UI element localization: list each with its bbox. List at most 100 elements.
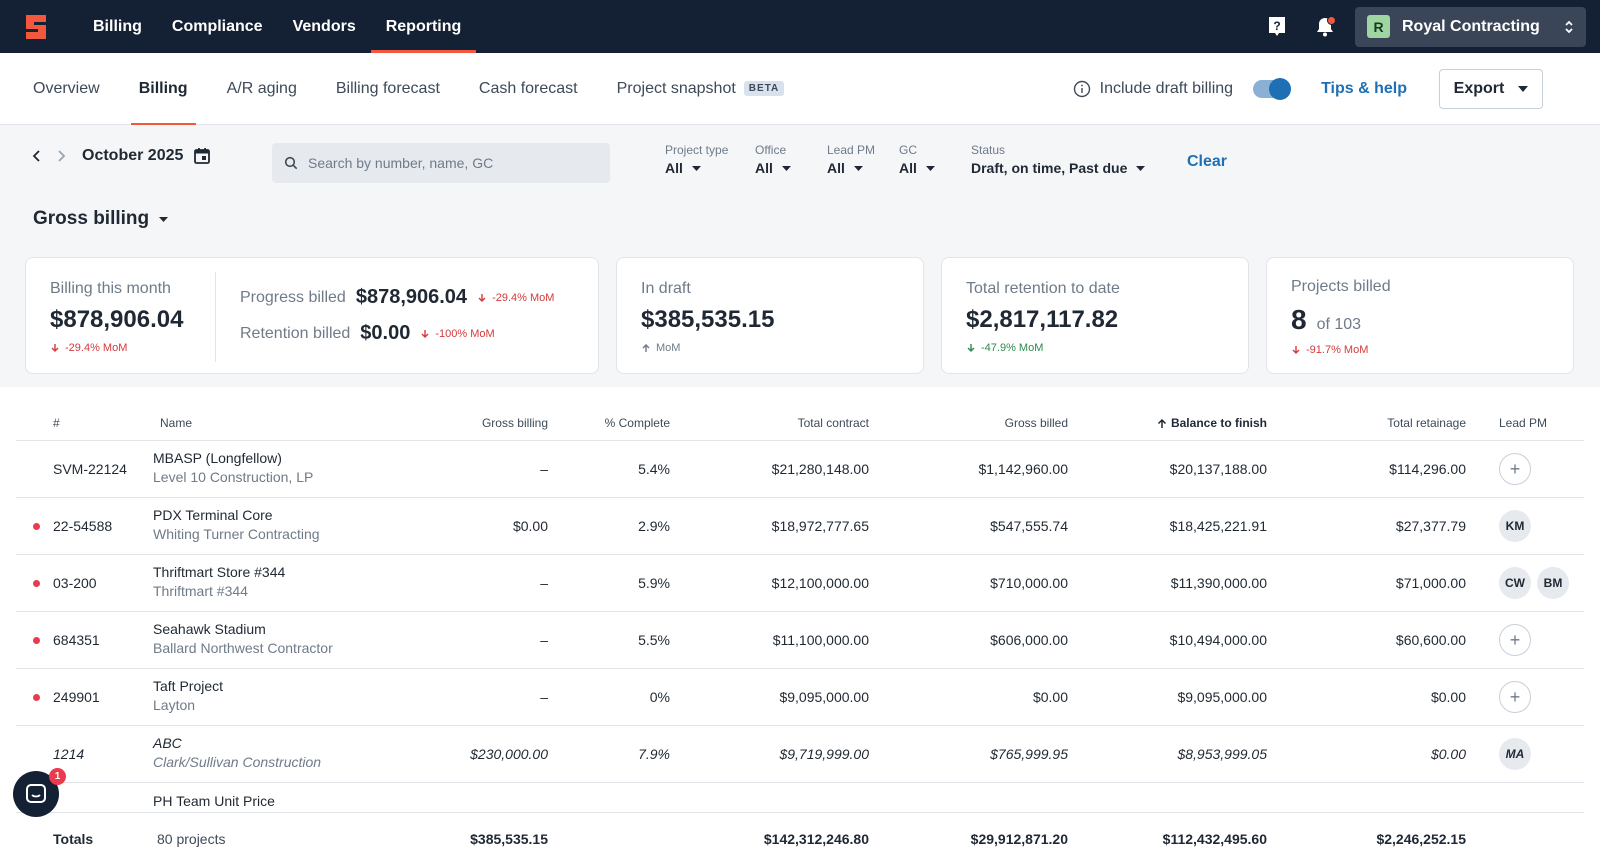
filter-lead-pm[interactable]: Lead PM All xyxy=(827,143,875,176)
totals-retainage: $2,246,252.15 xyxy=(1376,831,1466,847)
card-mom: -29.4% MoM xyxy=(65,342,128,354)
include-draft-toggle[interactable] xyxy=(1253,78,1292,100)
svg-text:?: ? xyxy=(1273,19,1280,33)
totals-total-contract: $142,312,246.80 xyxy=(763,831,869,847)
progress-billed-value: $878,906.04 xyxy=(355,286,468,308)
row-gross-billing: – xyxy=(540,632,548,648)
toggle-knob xyxy=(1269,78,1292,100)
lead-pm-avatar[interactable]: KM xyxy=(1499,510,1531,542)
month-label[interactable]: October 2025 xyxy=(82,147,184,164)
arrow-down-icon xyxy=(967,344,975,352)
report-tabs: Overview Billing A/R aging Billing forec… xyxy=(0,53,1600,126)
progress-billed-mom: -29.4% MoM xyxy=(492,291,555,304)
totals-gross-billed: $29,912,871.20 xyxy=(970,831,1068,847)
table-row[interactable]: 1214 ABC Clark/Sullivan Construction $230,0… xyxy=(16,726,1584,783)
row-pct-complete: 2.9% xyxy=(638,518,670,534)
col-lead-pm[interactable]: Lead PM xyxy=(1499,416,1548,430)
filter-status[interactable]: Status Draft, on time, Past due xyxy=(971,143,1146,176)
card-value: 8 xyxy=(1291,304,1307,335)
row-project-name[interactable]: PDX Terminal Core xyxy=(153,507,273,523)
filter-lead-pm-value: All xyxy=(827,160,845,176)
support-chat-button[interactable]: 1 xyxy=(13,768,66,817)
tab-ar-aging[interactable]: A/R aging xyxy=(226,79,297,97)
row-project-name[interactable]: Taft Project xyxy=(153,678,224,694)
row-total-contract: $18,972,777.65 xyxy=(771,518,869,534)
search-input[interactable]: Search by number, name, GC xyxy=(272,143,610,183)
caret-down-icon xyxy=(1136,165,1146,171)
card-total-retention: Total retention to date $2,817,117.82 -4… xyxy=(941,257,1249,374)
row-number: 249901 xyxy=(53,689,100,705)
col-gross-billing[interactable]: Gross billing xyxy=(481,416,548,430)
calendar-icon[interactable] xyxy=(193,147,211,165)
company-switcher[interactable]: R Royal Contracting xyxy=(1355,6,1586,47)
tab-project-snapshot[interactable]: Project snapshot BETA xyxy=(617,53,785,125)
col-total-contract[interactable]: Total contract xyxy=(797,416,869,430)
notifications-icon[interactable] xyxy=(1307,9,1343,45)
lead-pm-avatar[interactable]: CW xyxy=(1499,567,1531,599)
beta-badge: BETA xyxy=(743,81,785,96)
row-balance: $18,425,221.91 xyxy=(1169,518,1267,534)
row-total-contract: $9,719,999.00 xyxy=(779,746,869,762)
col-total-retainage[interactable]: Total retainage xyxy=(1387,416,1466,430)
chat-badge: 1 xyxy=(49,768,66,785)
nav-reporting[interactable]: Reporting xyxy=(370,0,477,53)
col-name[interactable]: Name xyxy=(160,416,193,430)
retention-billed-mom: -100% MoM xyxy=(435,327,495,340)
filter-project-type[interactable]: Project type All xyxy=(665,143,728,176)
row-gc-name: Thriftmart #344 xyxy=(153,583,248,599)
add-lead-pm-button[interactable]: + xyxy=(1499,624,1531,656)
row-gc-name: Level 10 Construction, LP xyxy=(153,469,314,485)
card-label: Projects billed xyxy=(1291,278,1391,295)
row-project-name[interactable]: MBASP (Longfellow) xyxy=(153,450,282,466)
filter-office[interactable]: Office All xyxy=(755,143,791,176)
metric-selector[interactable]: Gross billing xyxy=(33,208,169,230)
add-lead-pm-button[interactable]: + xyxy=(1499,453,1531,485)
add-lead-pm-button[interactable]: + xyxy=(1499,681,1531,713)
table-row[interactable]: 22-54588 PDX Terminal Core Whiting Turner … xyxy=(16,498,1584,555)
nav-compliance[interactable]: Compliance xyxy=(171,17,263,35)
row-balance: $11,390,000.00 xyxy=(1170,575,1267,591)
col-pct-complete[interactable]: % Complete xyxy=(604,416,670,430)
col-balance-to-finish[interactable]: Balance to finish xyxy=(1157,416,1267,430)
search-icon xyxy=(284,156,298,170)
table-row[interactable]: SVM-22124 MBASP (Longfellow) Level 10 Cons… xyxy=(16,441,1584,498)
row-balance: $10,494,000.00 xyxy=(1169,632,1267,648)
table-row[interactable]: 684351 Seahawk Stadium Ballard Northwest C… xyxy=(16,612,1584,669)
row-project-name[interactable]: Thriftmart Store #344 xyxy=(153,564,286,580)
past-due-dot xyxy=(33,579,40,587)
table-row[interactable]: 249901 Taft Project Layton – 0% $9,095,000.00… xyxy=(16,669,1584,726)
tab-cash-forecast[interactable]: Cash forecast xyxy=(478,79,578,97)
chevron-right-icon[interactable] xyxy=(56,149,66,163)
lead-pm-avatar[interactable]: MA xyxy=(1499,738,1531,770)
nav-billing[interactable]: Billing xyxy=(93,17,142,35)
export-button[interactable]: Export xyxy=(1439,69,1543,109)
tab-overview[interactable]: Overview xyxy=(33,79,100,97)
tab-billing[interactable]: Billing xyxy=(130,53,196,126)
help-icon[interactable]: ? xyxy=(1259,9,1295,45)
tab-billing-forecast[interactable]: Billing forecast xyxy=(335,79,440,97)
clear-filters-button[interactable]: Clear xyxy=(1187,153,1228,170)
table-row[interactable]: 03-200 Thriftmart Store #344 Thriftmart #3… xyxy=(16,555,1584,612)
row-project-name[interactable]: PH Team Unit Price xyxy=(153,793,275,809)
row-retainage: $60,600.00 xyxy=(1395,632,1466,648)
info-icon[interactable] xyxy=(1073,80,1091,98)
row-balance: $20,137,188.00 xyxy=(1169,461,1267,477)
row-number: 1214 xyxy=(53,746,85,762)
lead-pm-avatar[interactable]: BM xyxy=(1537,567,1569,599)
filter-gc[interactable]: GC All xyxy=(899,143,935,176)
nav-vendors[interactable]: Vendors xyxy=(292,17,356,35)
metric-selector-label: Gross billing xyxy=(33,208,150,229)
chevron-left-icon[interactable] xyxy=(32,149,42,163)
month-selector: October 2025 xyxy=(32,147,211,165)
filter-gc-label: GC xyxy=(899,143,917,157)
col-num[interactable]: # xyxy=(53,416,60,430)
card-projects-billed: Projects billed 8 of 103 -91.7% MoM xyxy=(1266,257,1574,374)
caret-down-icon xyxy=(1518,86,1529,92)
tab-project-snapshot-label: Project snapshot xyxy=(616,79,736,97)
col-gross-billed[interactable]: Gross billed xyxy=(1004,416,1068,430)
siteline-logo-icon[interactable] xyxy=(20,11,52,43)
row-project-name[interactable]: Seahawk Stadium xyxy=(153,621,266,637)
row-project-name[interactable]: ABC xyxy=(153,735,182,751)
tips-help-link[interactable]: Tips & help xyxy=(1321,80,1407,97)
caret-down-icon xyxy=(691,165,701,171)
